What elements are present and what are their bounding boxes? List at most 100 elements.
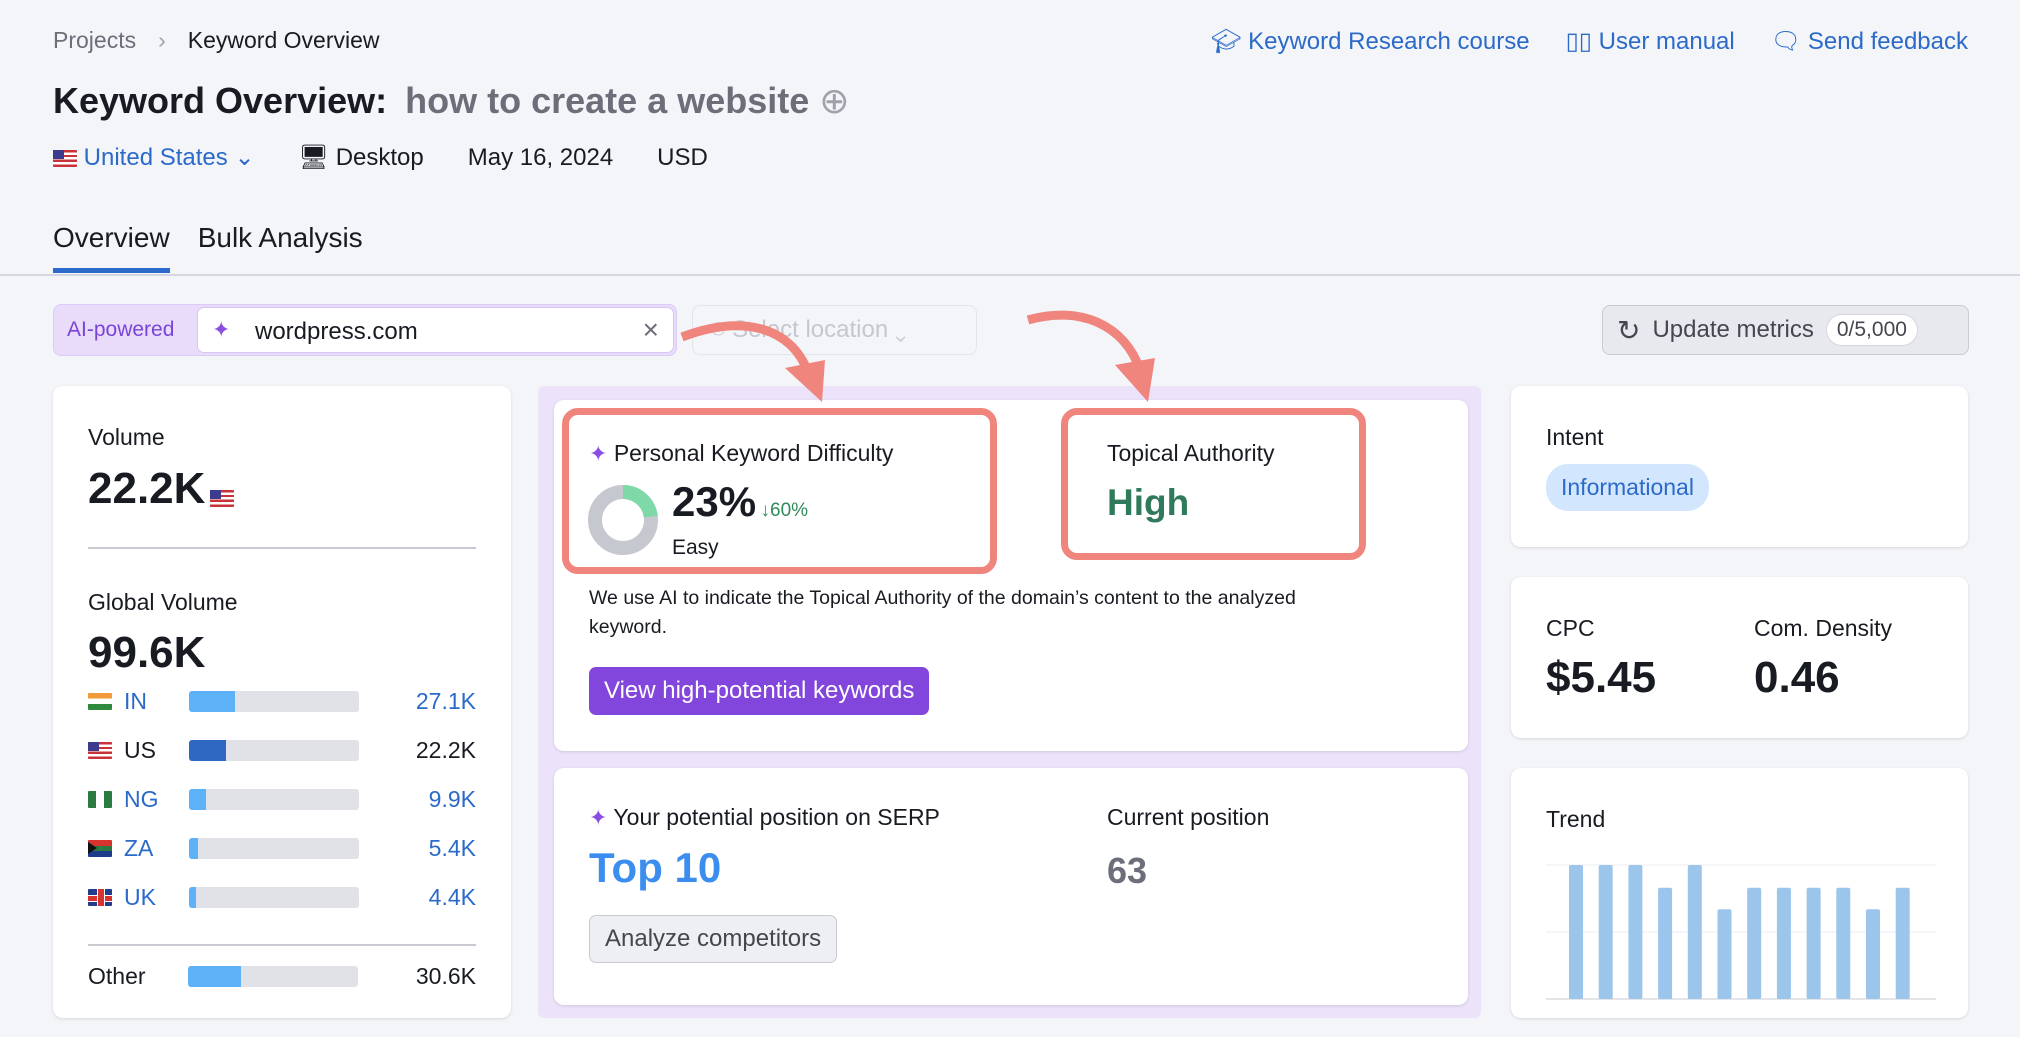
update-count: 0/5,000 [1825,314,1918,346]
country-code: US [124,736,156,763]
pkd-value: 23% [672,478,757,525]
intent-card: Intent Informational [1511,386,1968,547]
in-flag-icon [88,692,112,710]
tab-bulk-analysis[interactable]: Bulk Analysis [197,222,363,253]
country-code[interactable]: NG [124,785,159,812]
breadcrumb-projects[interactable]: Projects [53,27,137,53]
topical-highlight [1061,408,1366,560]
difficulty-card: ✦ Personal Keyword Difficulty 23% ↓60% E… [554,400,1468,751]
pin-icon: ⌾ [711,316,726,343]
country-code[interactable]: UK [124,883,156,910]
date: May 16, 2024 [467,143,614,171]
update-metrics-button[interactable]: ↻ Update metrics 0/5,000 [1602,305,1969,355]
trend-card: Trend [1511,768,1968,1018]
share-bar [189,837,359,859]
volume-value: 22.2K [88,464,206,513]
share-bar [189,690,359,712]
trend-bar[interactable] [1569,865,1583,999]
currency: USD [657,143,708,171]
desktop-icon: 🖥︎ [298,144,330,171]
ai-search: AI-powered ✦ wordpress.com × [53,304,677,356]
trend-bar[interactable] [1628,865,1643,999]
share-bar [189,788,359,810]
serp-value: Top 10 [589,844,722,891]
trend-chart [1546,864,1936,1000]
country-row-ng: NG 9.9K [88,784,476,814]
ai-powered-badge: AI-powered [67,318,175,341]
header-links: 🎓︎ Keyword Research course ▯▯ User manua… [1211,27,1968,56]
intent-label: Intent [1546,424,1604,450]
arrow-icon [1026,310,1145,372]
user-manual-link[interactable]: ▯▯ User manual [1565,28,1735,55]
difficulty-donut [588,485,658,555]
refresh-icon: ↻ [1617,314,1641,346]
country-volume[interactable]: 27.1K [415,687,476,714]
density-value: 0.46 [1754,653,1840,702]
meta-row: United States ⌄ 🖥︎ Desktop May 16, 2024 … [53,143,708,172]
cpc-value: $5.45 [1546,653,1657,702]
trend-bar[interactable] [1598,865,1613,999]
trend-bar[interactable] [1806,887,1821,999]
volume-label: Volume [88,424,165,450]
trend-bar[interactable] [1866,909,1880,999]
pkd-label: Personal Keyword Difficulty [613,440,894,466]
device: 🖥︎ Desktop [298,144,424,171]
chevron-down-icon: ⌄ [894,316,907,343]
country-row-za: ZA 5.4K [88,833,476,863]
country-volume: 22.2K [415,736,476,763]
breadcrumb-current: Keyword Overview [187,27,380,53]
clear-icon[interactable]: × [642,314,659,345]
breadcrumb: Projects › Keyword Overview [53,27,380,54]
country-select[interactable]: United States ⌄ [53,143,255,172]
share-bar [189,739,359,761]
chat-bubble-icon: 🗨︎ [1770,28,1802,55]
country-code[interactable]: ZA [124,834,154,861]
analyze-competitors-button[interactable]: Analyze competitors [589,915,838,963]
trend-bar[interactable] [1687,865,1702,999]
country-volume[interactable]: 4.4K [428,883,476,910]
global-volume-value: 99.6K [88,628,206,677]
uk-flag-icon [88,888,112,906]
cpc-card: CPC $5.45 Com. Density 0.46 [1511,577,1968,738]
country-row-us: US 22.2K [88,735,476,765]
topical-label: Topical Authority [1107,440,1275,466]
chevron-down-icon: ⌄ [234,144,255,171]
current-position-label: Current position [1107,804,1270,830]
chevron-right-icon: › [158,27,166,53]
country-row-in: IN 27.1K [88,686,476,716]
search-input[interactable]: ✦ wordpress.com × [197,307,674,353]
divider [0,274,2020,276]
location-select[interactable]: ⌾ Select location ⌄ [692,305,977,355]
trend-bar[interactable] [1658,887,1673,999]
divider [88,944,476,946]
ng-flag-icon [88,790,112,808]
keyword-text: how to create a website [405,80,810,121]
serp-label: Your potential position on SERP [613,804,940,830]
sparkle-icon: ✦ [212,317,231,342]
ai-note: We use AI to indicate the Topical Author… [589,587,1296,638]
us-flag-icon [209,490,234,508]
send-feedback-link[interactable]: 🗨︎ Send feedback [1770,28,1968,55]
tabs: Overview Bulk Analysis [53,222,363,273]
book-icon: ▯▯ [1565,28,1592,55]
view-high-potential-keywords-button[interactable]: View high-potential keywords [589,667,930,715]
trend-bar[interactable] [1895,887,1910,999]
country-row-uk: UK 4.4K [88,882,476,912]
global-volume-label: Global Volume [88,589,238,615]
sparkle-icon: ✦ [589,805,608,830]
trend-bar[interactable] [1717,909,1732,999]
country-code[interactable]: IN [124,687,147,714]
serp-card: ✦ Your potential position on SERP Top 10… [554,768,1468,1005]
topical-value: High [1107,482,1190,523]
country-row-other: Other 30.6K [88,962,476,989]
trend-bar[interactable] [1836,887,1851,999]
trend-bar[interactable] [1747,887,1762,999]
keyword-research-course-link[interactable]: 🎓︎ Keyword Research course [1210,28,1530,55]
country-volume[interactable]: 5.4K [428,834,476,861]
country-volume[interactable]: 9.9K [428,785,476,812]
share-bar [189,886,359,908]
trend-bar[interactable] [1776,887,1791,999]
add-plus-icon[interactable]: ⊕ [819,80,850,121]
graduation-cap-icon: 🎓︎ [1210,28,1242,55]
tab-overview[interactable]: Overview [53,222,170,273]
